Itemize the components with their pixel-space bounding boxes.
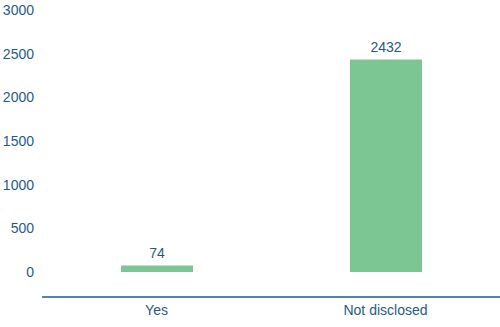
svg-text:74: 74	[149, 245, 165, 261]
svg-text:Not disclosed: Not disclosed	[343, 302, 427, 318]
svg-text:Yes: Yes	[145, 302, 168, 318]
svg-text:2432: 2432	[370, 39, 401, 55]
svg-text:3000: 3000	[8, 2, 34, 18]
svg-text:500: 500	[11, 220, 35, 236]
svg-text:1500: 1500	[8, 133, 34, 149]
svg-text:2500: 2500	[8, 46, 34, 62]
svg-text:2000: 2000	[8, 89, 34, 105]
svg-text:0: 0	[26, 264, 34, 280]
svg-text:1000: 1000	[8, 177, 34, 193]
